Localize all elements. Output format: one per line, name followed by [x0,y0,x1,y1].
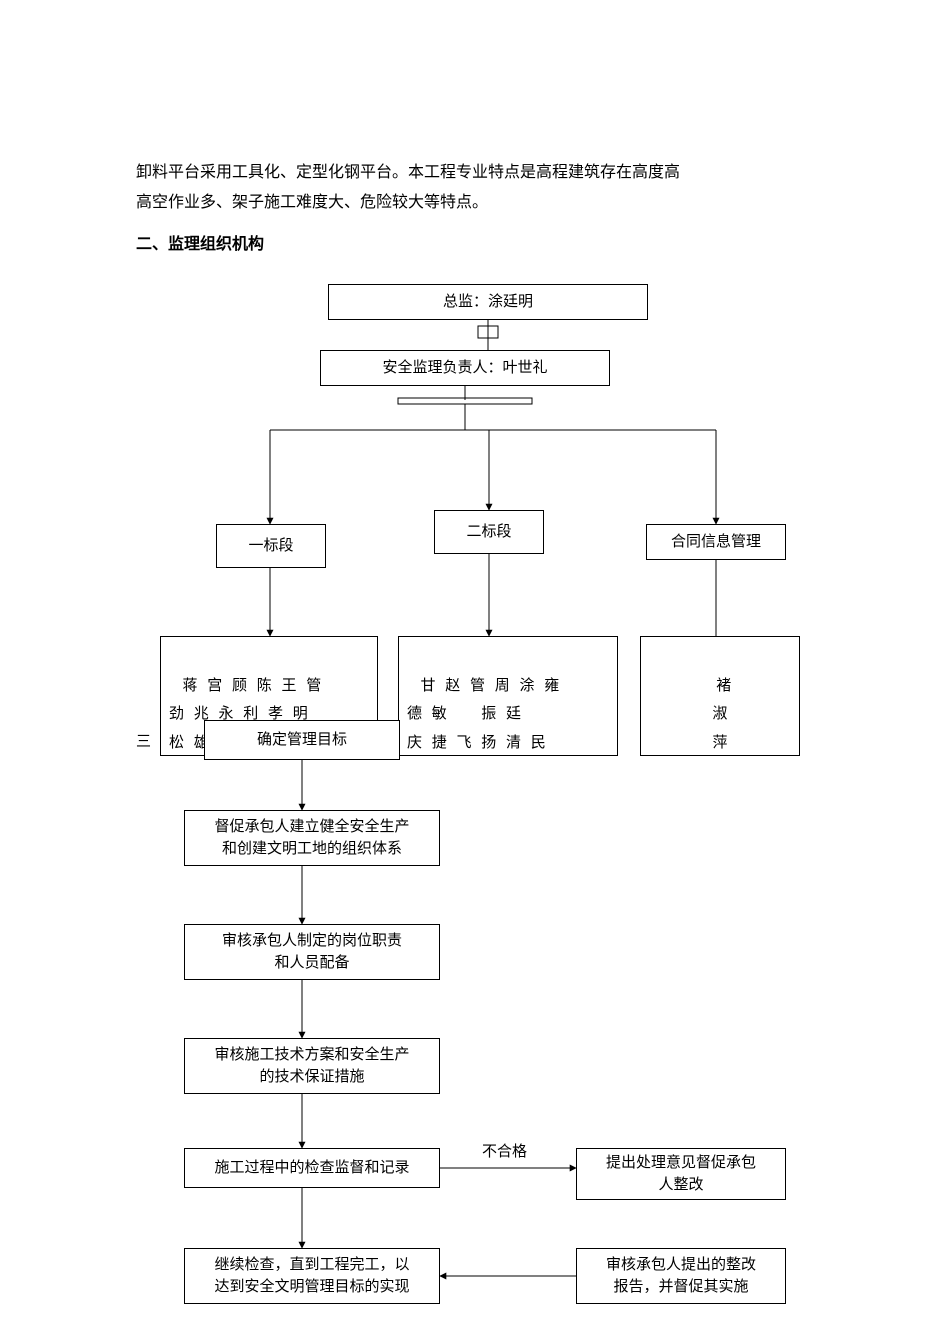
safety-lead-text: 安全监理负责人：叶世礼 [382,357,547,380]
names2-text: 甘 赵 管 周 涂 雍 德 敏 振 廷 庆 捷 飞 扬 清 民 [407,678,562,751]
flow-step6: 继续检查，直到工程完工，以 达到安全文明管理目标的实现 [184,1248,440,1304]
fail-label: 不合格 [482,1140,527,1161]
flow-step2: 督促承包人建立健全安全生产 和创建文明工地的组织体系 [184,810,440,866]
flow-fail-action-text: 提出处理意见督促承包 人整改 [606,1152,756,1197]
section2-text: 二标段 [466,521,511,544]
flow-review-text: 审核承包人提出的整改 报告，并督促其实施 [606,1254,756,1299]
contract-box: 合同信息管理 [646,524,786,560]
section2-box: 二标段 [434,510,544,554]
names3-box: 褚 淑 萍 [640,636,800,756]
flow-step4-text: 审核施工技术方案和安全生产 的技术保证措施 [214,1044,409,1089]
flow-step1-text: 确定管理目标 [257,729,347,752]
para-line1: 卸料平台采用工具化、定型化钢平台。本工程专业特点是高程建筑存在高度高 [136,164,680,181]
section1-box: 一标段 [216,524,326,568]
intro-paragraph: 卸料平台采用工具化、定型化钢平台。本工程专业特点是高程建筑存在高度高 高空作业多… [136,158,826,219]
flow-step2-text: 督促承包人建立健全安全生产 和创建文明工地的组织体系 [214,816,409,861]
contract-text: 合同信息管理 [671,531,761,554]
section1-text: 一标段 [248,535,293,558]
flow-step6-text: 继续检查，直到工程完工，以 达到安全文明管理目标的实现 [214,1254,409,1299]
flow-step1: 确定管理目标 [204,720,400,760]
para-line2: 高空作业多、架子施工难度大、危险较大等特点。 [136,194,488,211]
director-box: 总监：涂廷明 [328,284,648,320]
flow-fail-action: 提出处理意见督促承包 人整改 [576,1148,786,1200]
flow-step4: 审核施工技术方案和安全生产 的技术保证措施 [184,1038,440,1094]
three-marker: 三 [136,730,151,751]
safety-lead-box: 安全监理负责人：叶世礼 [320,350,610,386]
flow-step3-text: 审核承包人制定的岗位职责 和人员配备 [222,930,402,975]
director-text: 总监：涂廷明 [443,291,533,314]
names3-text: 褚 淑 萍 [712,678,731,751]
flow-step3: 审核承包人制定的岗位职责 和人员配备 [184,924,440,980]
flow-step5: 施工过程中的检查监督和记录 [184,1148,440,1188]
flow-review: 审核承包人提出的整改 报告，并督促其实施 [576,1248,786,1304]
names2-box: 甘 赵 管 周 涂 雍 德 敏 振 廷 庆 捷 飞 扬 清 民 [398,636,618,756]
flow-step5-text: 施工过程中的检查监督和记录 [214,1157,409,1180]
section-heading: 二、监理组织机构 [136,230,264,254]
